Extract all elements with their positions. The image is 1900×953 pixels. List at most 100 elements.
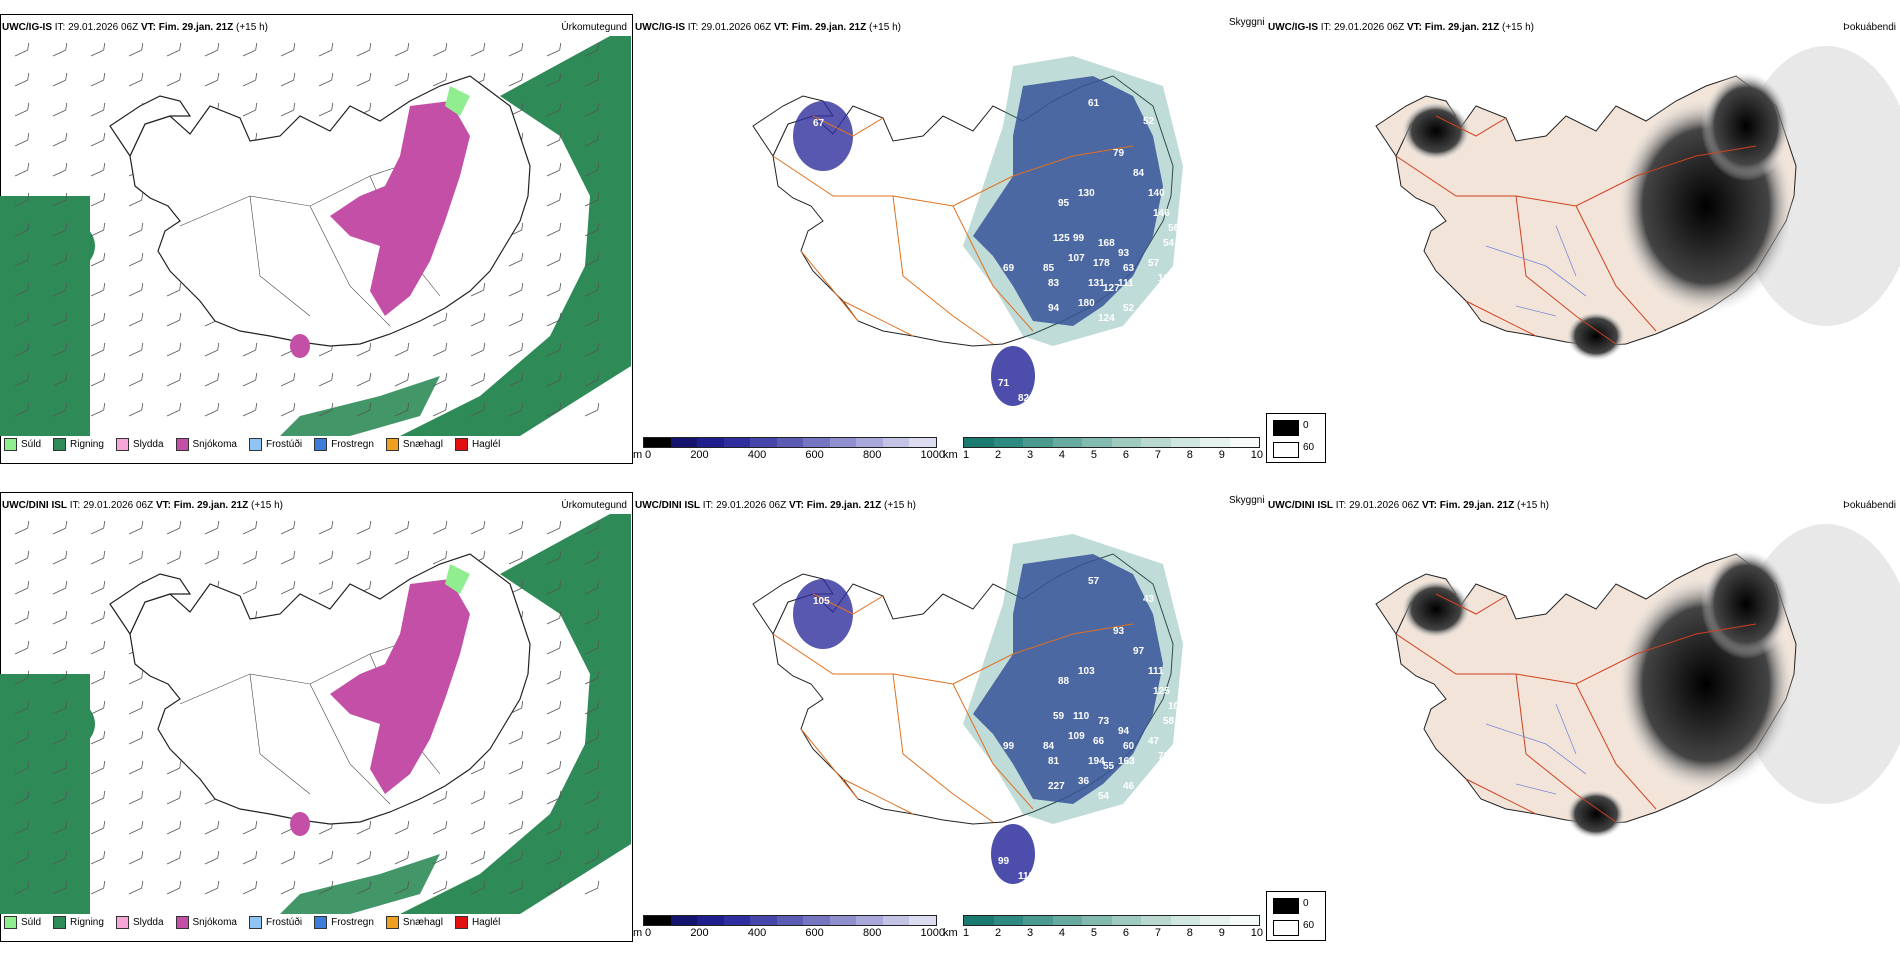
wind-barb bbox=[584, 252, 600, 267]
legend-swatch bbox=[4, 916, 17, 929]
legend-label: Slydda bbox=[132, 439, 164, 450]
wind-barb bbox=[318, 550, 334, 565]
wind-barb bbox=[52, 282, 68, 297]
legend-item: Snjókoma bbox=[175, 916, 237, 929]
colorbar-segment bbox=[1141, 438, 1171, 447]
wind-barb bbox=[166, 820, 182, 835]
wind-barb bbox=[584, 42, 600, 57]
visibility-value: 99 bbox=[1003, 741, 1015, 752]
panel-title: Þokuábendi bbox=[1843, 500, 1896, 511]
wind-barb bbox=[546, 372, 562, 387]
legend-label: Rigning bbox=[70, 917, 104, 928]
legend-swatch bbox=[314, 438, 328, 451]
fog-legend-swatch bbox=[1273, 442, 1299, 458]
wind-barb bbox=[508, 312, 524, 327]
wind-barb bbox=[52, 162, 68, 177]
vt-label: VT: bbox=[1421, 500, 1437, 511]
wind-barb bbox=[546, 760, 562, 775]
visibility-value: 163 bbox=[1118, 756, 1135, 767]
colorbar-tick: 3 bbox=[1026, 927, 1034, 939]
wind-barb bbox=[90, 312, 106, 327]
wind-barb bbox=[584, 580, 600, 595]
colorbar-tick: 1000 bbox=[920, 449, 945, 461]
fog-legend-label: 60 bbox=[1303, 920, 1315, 931]
colorbar-segment bbox=[856, 916, 883, 925]
wind-barb bbox=[242, 402, 258, 417]
legend-swatch bbox=[115, 438, 129, 451]
visibility-value: 82 bbox=[1018, 393, 1030, 404]
wind-barb bbox=[584, 820, 600, 835]
wind-barb bbox=[584, 790, 600, 805]
wind-barb bbox=[242, 520, 258, 535]
it-label: IT: bbox=[1335, 500, 1347, 511]
visibility-value: 97 bbox=[1133, 646, 1145, 657]
visibility-value: 79 bbox=[1113, 148, 1125, 159]
wind-barb bbox=[166, 790, 182, 805]
wind-barb bbox=[546, 820, 562, 835]
wind-barb bbox=[90, 820, 106, 835]
wind-barb bbox=[14, 850, 30, 865]
wind-barb bbox=[546, 222, 562, 237]
wind-barb bbox=[508, 282, 524, 297]
wind-barb bbox=[204, 342, 220, 357]
visibility-value: 140 bbox=[1148, 188, 1165, 199]
wind-barb bbox=[508, 730, 524, 745]
colorbar-segment bbox=[993, 916, 1023, 925]
wind-barb bbox=[356, 850, 372, 865]
fog-field bbox=[1401, 579, 1471, 639]
colorbar-tick: 3 bbox=[1026, 449, 1034, 461]
colorbar-unit: km bbox=[943, 927, 958, 939]
wind-barb bbox=[14, 580, 30, 595]
legend-swatch bbox=[385, 916, 399, 929]
wind-barb bbox=[14, 700, 30, 715]
wind-barb bbox=[204, 880, 220, 895]
legend-swatch bbox=[53, 916, 67, 929]
wind-barb bbox=[356, 820, 372, 835]
visibility-value: 94 bbox=[1118, 726, 1130, 737]
wind-barb bbox=[356, 342, 372, 357]
wind-barb bbox=[90, 102, 106, 117]
wind-barb bbox=[546, 730, 562, 745]
snow-area bbox=[290, 812, 310, 836]
colorbar-tick: 4 bbox=[1058, 449, 1066, 461]
wind-barb bbox=[470, 790, 486, 805]
wind-barb bbox=[432, 402, 448, 417]
legend-label: Súld bbox=[21, 439, 42, 450]
visibility-value: 113 bbox=[1018, 871, 1035, 882]
wind-barb bbox=[52, 730, 68, 745]
wind-barb bbox=[52, 402, 68, 417]
colorbar-segment bbox=[750, 916, 777, 925]
visibility-value: 124 bbox=[1098, 313, 1115, 324]
colorbar-tick: 6 bbox=[1122, 449, 1129, 461]
wind-barb bbox=[356, 550, 372, 565]
it-label: IT: bbox=[702, 500, 714, 511]
run-header: UWC/IG-IS IT: 29.01.2026 06Z VT: Fim. 29… bbox=[1268, 22, 1534, 33]
precip-map bbox=[0, 36, 631, 436]
legend-swatch bbox=[115, 916, 129, 929]
colorbar-segment bbox=[1170, 916, 1200, 925]
legend-label: Slydda bbox=[132, 917, 164, 928]
wind-barb bbox=[546, 342, 562, 357]
wind-barb bbox=[584, 132, 600, 147]
wind-barb bbox=[52, 580, 68, 595]
it-value: 29.01.2026 06Z bbox=[716, 500, 787, 511]
visibility-value: 131 bbox=[1088, 278, 1105, 289]
wind-barb bbox=[52, 42, 68, 57]
fog-legend-swatch bbox=[1273, 898, 1299, 914]
visibility-value: 57 bbox=[1088, 576, 1100, 587]
visibility-value: 95 bbox=[1058, 198, 1070, 209]
legend-item: Rigning bbox=[53, 438, 104, 451]
colorbar-tick: 8 bbox=[1186, 927, 1193, 939]
visibility-value: 105 bbox=[813, 596, 830, 607]
low-vis-area bbox=[991, 824, 1035, 884]
colorbar-segment bbox=[723, 438, 751, 447]
legend-label: Frostregn bbox=[331, 917, 374, 928]
visibility-value: 103 bbox=[1158, 273, 1175, 284]
wind-barb bbox=[584, 640, 600, 655]
low-vis-area bbox=[973, 554, 1163, 804]
wind-barb bbox=[394, 402, 410, 417]
wind-barb bbox=[14, 72, 30, 87]
visibility-panel: 61 52 79 84 140 130 95 146 56 54 125 99 168 93 107 178 6… bbox=[633, 0, 1266, 475]
precip-type-panel: UWC/DINI ISL IT: 29.01.2026 06Z VT: Fim.… bbox=[0, 478, 633, 953]
visibility-value: 107 bbox=[1068, 253, 1085, 264]
